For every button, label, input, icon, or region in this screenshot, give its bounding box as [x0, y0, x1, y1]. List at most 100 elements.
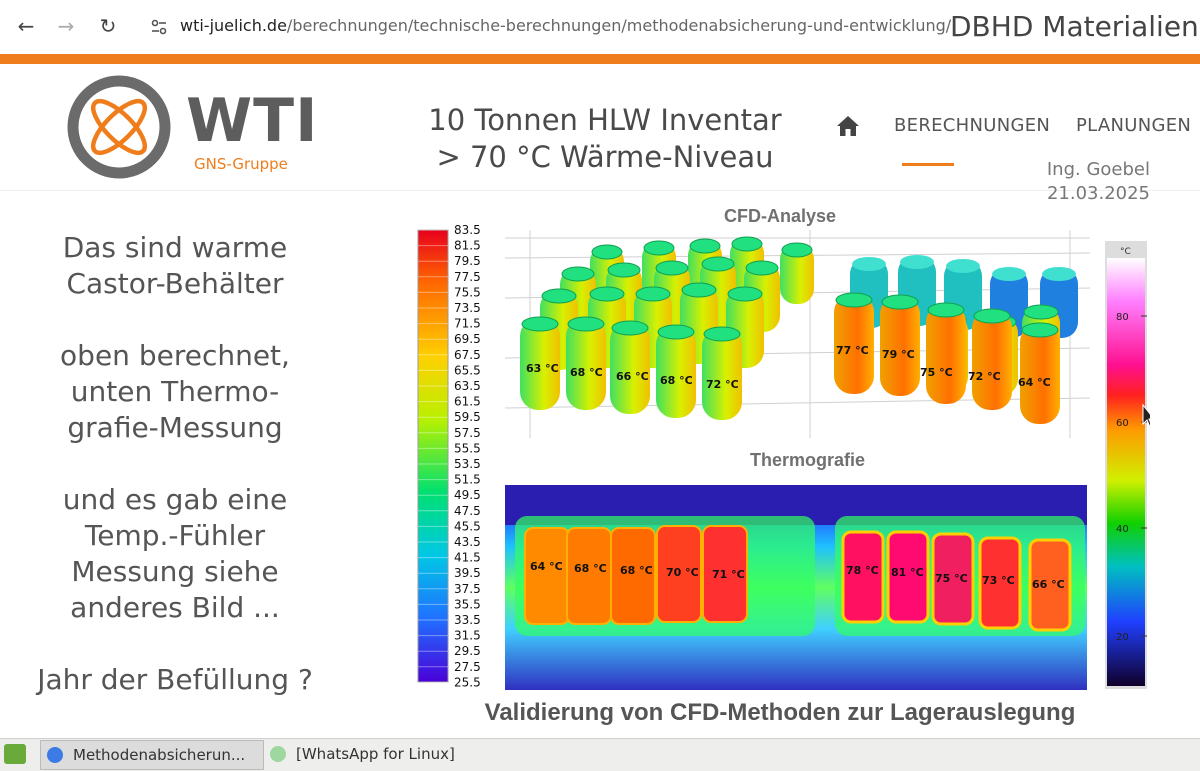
whatsapp-icon — [270, 746, 286, 762]
left-note-1: Das sind warme Castor-Behälter — [20, 230, 330, 302]
title-line-1: 10 Tonnen HLW Inventar — [428, 103, 782, 137]
menu-icon[interactable] — [4, 744, 26, 764]
thermo-temp-label: 66 °C — [1032, 578, 1065, 591]
cask-top — [900, 255, 934, 269]
cask-top — [643, 240, 675, 256]
right-tick-label: 40 — [1116, 524, 1129, 535]
scale-label: 25.5 — [454, 675, 481, 689]
author-info: Ing. Goebel 21.03.2025 — [1030, 158, 1150, 206]
author-name: Ing. Goebel — [1046, 159, 1150, 180]
scale-labels: 83.5 81.579.5 77.575.5 73.5 71.569.5 67.565.5… — [418, 223, 481, 689]
site-settings-icon[interactable] — [150, 18, 168, 36]
cask — [610, 322, 650, 414]
cask — [1020, 324, 1060, 424]
cask-top — [1021, 322, 1059, 338]
thermo-cask — [978, 536, 1022, 630]
cfd-casks — [520, 236, 1078, 424]
taskbar-item-whatsapp[interactable]: [WhatsApp for Linux] — [268, 740, 455, 768]
note-line: Castor-Behälter — [66, 267, 284, 300]
title-line-2: > 70 °C Wärme-Niveau — [436, 140, 774, 174]
thermo-casks — [515, 516, 1085, 636]
cask-top — [591, 244, 623, 260]
scale-label: 61.5 — [454, 395, 481, 409]
reload-icon[interactable]: ↻ — [99, 14, 117, 38]
left-color-scale — [417, 229, 449, 683]
cask-top — [589, 286, 625, 302]
wti-logo-icon[interactable] — [66, 74, 174, 180]
scale-label: 81.5 — [454, 239, 481, 253]
cask-top — [611, 320, 649, 336]
thermo-cask — [656, 525, 702, 623]
scale-label: 83.5 — [454, 223, 481, 237]
right-scale-ticks: 80 60 40 20 — [1116, 312, 1147, 643]
nav-berechnungen[interactable]: BERECHNUNGEN — [894, 115, 1051, 136]
scale-label: 33.5 — [454, 613, 481, 627]
taskbar-item-label: [WhatsApp for Linux] — [296, 745, 455, 763]
cask-top — [835, 292, 873, 308]
cask-top — [1042, 267, 1076, 281]
thermo-cask — [841, 530, 885, 624]
cask — [566, 318, 606, 410]
thermo-temp-label: 73 °C — [982, 574, 1015, 587]
thermo-cask — [524, 527, 570, 625]
cask-top — [521, 316, 559, 332]
cask-top — [567, 316, 605, 332]
scale-label: 71.5 — [454, 317, 481, 331]
thermo-temp-label: 68 °C — [574, 562, 607, 575]
cask — [520, 318, 560, 410]
scale-label: 37.5 — [454, 582, 481, 596]
cask-top — [703, 326, 741, 342]
cfd-temp-label: 72 °C — [706, 378, 739, 391]
cfd-temp-label: 68 °C — [660, 374, 693, 387]
note-line: oben berechnet, — [60, 339, 290, 372]
note-line: Messung siehe — [71, 555, 279, 588]
cask-top — [927, 302, 965, 318]
home-icon[interactable] — [835, 114, 861, 138]
chrome-icon — [47, 747, 63, 763]
cfd-temp-label: 66 °C — [616, 370, 649, 383]
right-tick-label: 80 — [1116, 312, 1129, 323]
page-title: 10 Tonnen HLW Inventar > 70 °C Wärme-Niv… — [420, 102, 790, 176]
address-bar[interactable] — [140, 9, 930, 43]
scale-label: 35.5 — [454, 597, 481, 611]
author-date: 21.03.2025 — [1046, 183, 1150, 204]
mouse-cursor-icon — [1142, 403, 1150, 428]
site-header — [0, 64, 1200, 191]
scale-label: 51.5 — [454, 473, 481, 487]
forward-arrow-icon[interactable]: → — [57, 14, 75, 38]
note-line: unten Thermo- — [70, 375, 280, 408]
thermo-title: Thermografie — [750, 450, 865, 470]
scale-label: 63.5 — [454, 379, 481, 393]
scale-label: 53.5 — [454, 457, 481, 471]
cask-top — [781, 242, 813, 258]
scale-label: 79.5 — [454, 254, 481, 268]
scale-label: 39.5 — [454, 566, 481, 580]
cfd-temp-label: 72 °C — [968, 370, 1001, 383]
scale-label: 57.5 — [454, 426, 481, 440]
cask-top — [635, 286, 671, 302]
url-text[interactable]: wti-juelich.de/berechnungen/technische-b… — [180, 16, 951, 35]
thermo-temp-label: 78 °C — [846, 564, 879, 577]
scale-label: 77.5 — [454, 270, 481, 284]
note-line: anderes Bild ... — [70, 591, 280, 624]
taskbar-item-browser[interactable]: Methodenabsicherun... — [40, 740, 264, 770]
left-note-3: und es gab eine Temp.-Fühler Messung sie… — [20, 482, 330, 626]
cfd-temp-label: 77 °C — [836, 344, 869, 357]
scale-label: 45.5 — [454, 519, 481, 533]
cask-top — [681, 282, 717, 298]
scale-label: 27.5 — [454, 660, 481, 674]
cfd-temp-label: 75 °C — [920, 366, 953, 379]
nav-planungen[interactable]: PLANUNGEN — [1076, 115, 1192, 136]
cask-top — [745, 260, 779, 276]
accent-bar — [0, 54, 1200, 64]
cask-top — [689, 238, 721, 254]
note-line: grafie-Messung — [67, 411, 283, 444]
thermo-cask — [702, 525, 748, 623]
back-arrow-icon[interactable]: ← — [17, 14, 35, 38]
right-tick-label: 20 — [1116, 632, 1129, 643]
cask-top — [731, 236, 763, 252]
scale-label: 75.5 — [454, 285, 481, 299]
url-path: /berechnungen/technische-berechnungen/me… — [286, 16, 952, 35]
cask-top — [701, 256, 735, 272]
logo-text[interactable]: WTI — [186, 86, 319, 156]
